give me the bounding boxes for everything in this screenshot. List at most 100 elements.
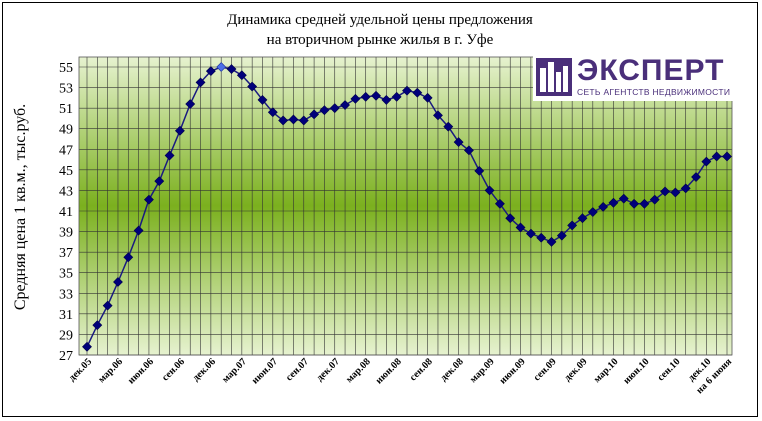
data-point-highlighted: [216, 62, 227, 72]
data-point: [309, 109, 320, 120]
chart-title-line-1: Динамика средней удельной цены предложен…: [227, 12, 533, 28]
y-tick-label: 45: [59, 164, 73, 179]
data-point: [205, 66, 216, 77]
data-point: [329, 103, 340, 114]
data-point: [391, 91, 402, 102]
x-tick-label: июн.08: [374, 356, 404, 386]
data-point: [174, 125, 185, 136]
data-point: [453, 137, 464, 148]
data-point: [515, 222, 526, 233]
data-point: [525, 228, 536, 239]
x-tick-label: дек.09: [562, 356, 589, 383]
data-point: [360, 91, 371, 102]
x-tick-label: мар.08: [344, 356, 373, 385]
x-tick-label: июн.06: [126, 356, 156, 386]
data-point: [144, 194, 154, 205]
logo-subtitle: СЕТЬ АГЕНТСТВ НЕДВИЖИМОСТИ: [577, 87, 731, 97]
data-point: [102, 300, 113, 311]
data-point: [505, 213, 516, 224]
data-point: [464, 145, 474, 156]
data-point: [567, 220, 578, 231]
data-point: [92, 320, 103, 331]
data-point: [608, 197, 619, 208]
x-tick-label: дек.08: [438, 356, 465, 383]
x-tick-label: июн.10: [621, 356, 651, 386]
y-tick-label: 37: [59, 246, 73, 261]
data-point: [154, 176, 165, 187]
y-tick-label: 43: [59, 184, 73, 199]
x-tick-label: июн.09: [497, 356, 527, 386]
chart-frame: [2, 2, 758, 417]
x-tick-label: дек.07: [314, 356, 341, 383]
y-tick-label: 39: [59, 226, 73, 241]
data-point: [433, 110, 443, 121]
x-tick-label: сен.09: [532, 356, 559, 383]
data-point: [412, 87, 423, 98]
data-point: [443, 121, 454, 132]
y-tick-label: 41: [59, 205, 73, 220]
data-point: [680, 183, 691, 194]
data-point: [546, 236, 557, 247]
data-point: [711, 151, 722, 162]
data-point: [639, 198, 650, 209]
data-point: [123, 252, 134, 263]
data-point: [340, 100, 350, 110]
y-tick-label: 53: [59, 82, 73, 97]
data-point: [164, 150, 175, 161]
y-tick-label: 33: [59, 287, 73, 302]
data-point: [629, 198, 640, 209]
data-point: [319, 105, 330, 116]
x-tick-label: июн.07: [250, 356, 280, 386]
y-tick-label: 47: [59, 143, 73, 158]
data-point: [236, 70, 247, 81]
data-point: [691, 172, 701, 182]
plot-area: [79, 57, 732, 355]
y-tick-label: 51: [59, 102, 73, 117]
chart-title: Динамика средней удельной цены предложен…: [140, 10, 620, 50]
x-tick-label: дек.06: [191, 356, 218, 383]
data-point: [422, 92, 433, 103]
plot-area-border: [78, 56, 733, 356]
data-point: [113, 277, 123, 287]
data-point: [577, 213, 588, 224]
data-point: [278, 115, 289, 126]
data-point: [701, 156, 712, 167]
data-point: [185, 99, 196, 109]
data-point: [536, 232, 547, 243]
data-point: [598, 201, 609, 212]
x-tick-label: мар.07: [220, 356, 249, 385]
data-point: [195, 77, 206, 88]
data-point: [484, 185, 495, 196]
data-point: [267, 107, 278, 118]
y-tick-label: 29: [59, 328, 73, 343]
x-tick-label: сен.08: [408, 356, 435, 383]
data-point: [257, 94, 268, 105]
x-tick-label: сен.10: [655, 356, 682, 383]
data-point: [649, 194, 660, 205]
data-point: [670, 187, 681, 198]
y-tick-label: 55: [59, 61, 73, 76]
x-tick-label: сен.07: [284, 356, 311, 383]
y-tick-label: 27: [59, 349, 73, 364]
data-point: [556, 230, 567, 241]
data-point: [288, 114, 299, 125]
data-point: [402, 85, 412, 96]
logo-name: ЭКСПЕРТ: [577, 54, 725, 87]
y-tick-label: 49: [59, 123, 73, 138]
data-point: [82, 341, 92, 352]
data-point: [618, 193, 629, 204]
x-tick-label: мар.10: [592, 356, 621, 385]
data-point: [587, 207, 598, 217]
chart-title-line-2: на вторичном рынке жилья в г. Уфе: [266, 32, 494, 48]
data-point: [381, 94, 392, 105]
x-tick-label: мар.09: [468, 356, 497, 385]
expert-logo: ЭКСПЕРТ СЕТЬ АГЕНТСТВ НЕДВИЖИМОСТИ: [533, 55, 735, 101]
x-tick-label: сен.06: [160, 356, 187, 383]
data-point: [247, 81, 258, 92]
data-point: [298, 115, 309, 126]
y-tick-label: 31: [59, 308, 73, 323]
data-point: [350, 93, 361, 104]
y-tick-label: 35: [59, 267, 73, 282]
